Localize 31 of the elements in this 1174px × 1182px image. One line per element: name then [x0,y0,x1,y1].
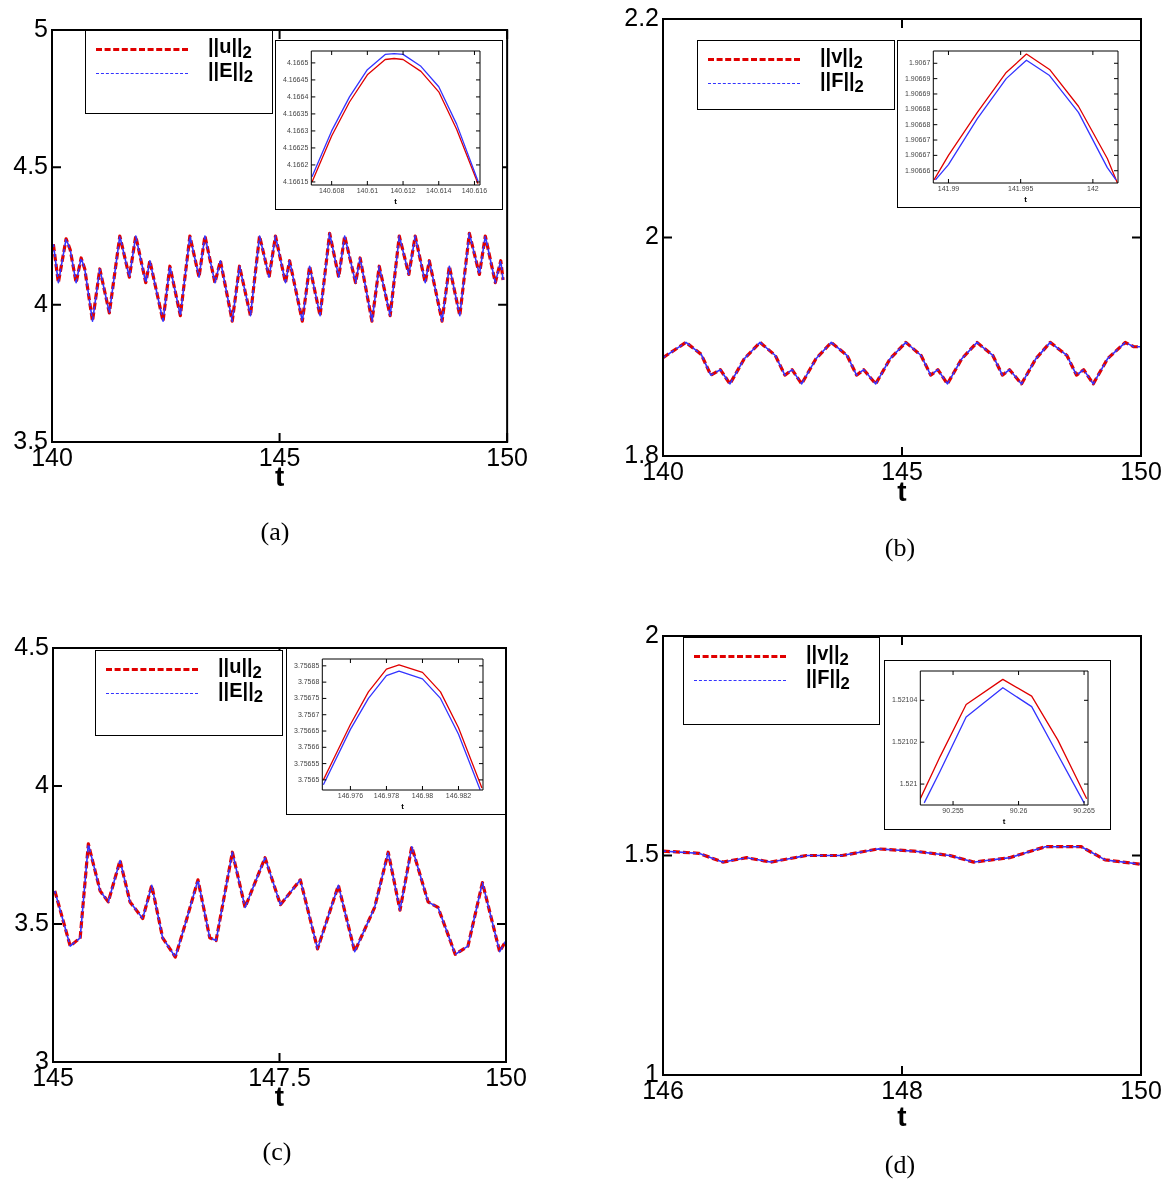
y-tick-label: 5 [34,13,48,42]
y-tick-label: 4 [34,288,49,317]
legend-label: ||v||$_{2}$ [820,45,863,72]
y-tick-label: 4 [35,769,50,798]
legend-label: ||u||$_{2}$ [218,655,262,682]
y-tick-label: 2.2 [624,2,659,31]
y-tick-label: 2 [645,619,659,648]
y-tick-label: 3.5 [14,907,49,936]
legend-label: ||E||$_{2}$ [208,59,253,87]
text: (b) [884,533,916,563]
x-axis-title: t [394,197,398,207]
y-tick-label: 2 [645,221,659,250]
y-tick-label: 4.5 [14,631,49,660]
y-tick-label: 1.5 [624,839,659,868]
x-tick-label: 150 [485,1062,527,1091]
text: (d) [884,1150,916,1180]
line-series [663,845,1141,866]
legend-label: ||F||$_{2}$ [820,69,864,97]
x-axis-title: t [401,802,405,812]
legend-label: ||E||$_{2}$ [218,679,263,707]
x-tick-label: 150 [486,442,528,471]
legend-label: ||u||$_{2}$ [208,35,252,62]
x-axis-title: t [1024,195,1028,205]
legend-label: ||F||$_{2}$ [806,666,850,694]
text: (a) [260,517,290,547]
x-axis-title: t [1002,817,1006,827]
legend-label: ||v||$_{2}$ [806,642,849,669]
x-tick-label: 150 [1120,456,1162,485]
x-tick-label: 150 [1120,1075,1162,1104]
y-tick-label: 4.5 [13,151,48,180]
text: (c) [262,1137,292,1167]
